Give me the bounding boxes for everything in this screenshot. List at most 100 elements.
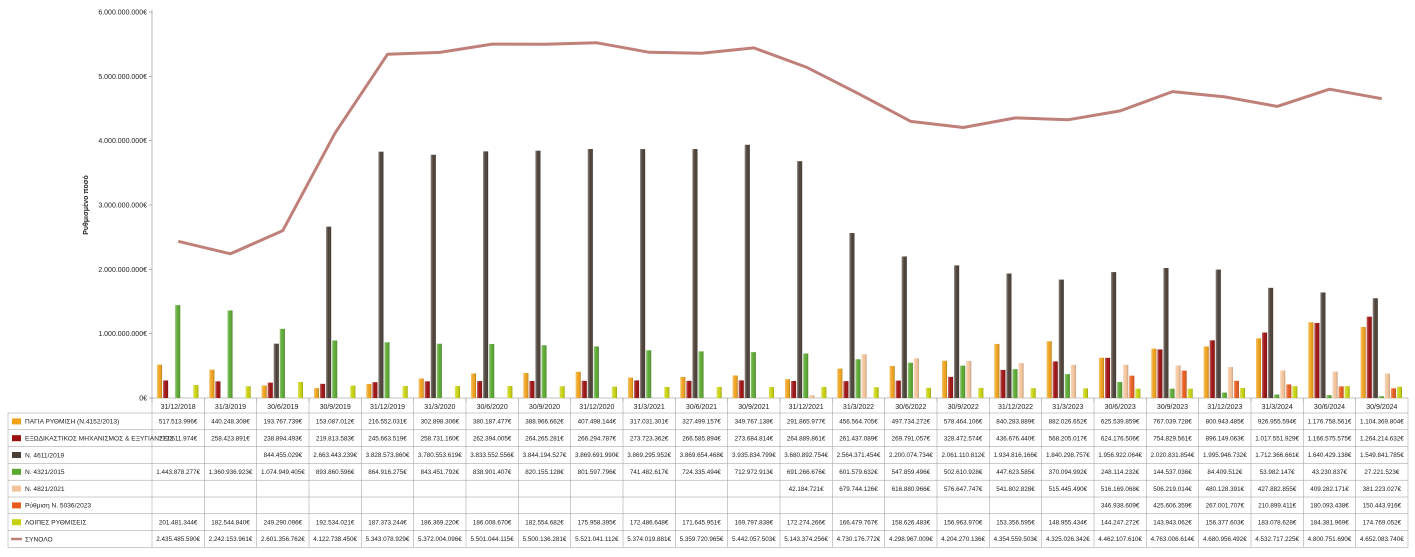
bar-shade bbox=[948, 376, 954, 398]
bar-shade bbox=[593, 346, 599, 398]
table-cell-value: 4.680.956.492€ bbox=[1203, 536, 1247, 543]
bar-shade bbox=[1157, 349, 1163, 398]
bar-shade bbox=[471, 373, 477, 398]
table-cell-value: 691.266.676€ bbox=[787, 469, 826, 476]
table-cell-value: 864.916.275€ bbox=[368, 469, 407, 476]
bar-shade bbox=[402, 385, 408, 398]
table-cell-value: 712.972.913€ bbox=[735, 469, 774, 476]
table-cell-value: 679.744.126€ bbox=[839, 486, 878, 493]
bar-shade bbox=[821, 386, 827, 398]
bar-shade bbox=[750, 352, 756, 398]
bar-shade bbox=[523, 372, 529, 398]
table-cell-value: 1.166.575.575€ bbox=[1308, 435, 1352, 442]
table-cell-value: 1.017.551.929€ bbox=[1255, 435, 1299, 442]
legend-swatch bbox=[12, 452, 21, 458]
bar-shade bbox=[581, 380, 587, 398]
bar-shade bbox=[634, 380, 640, 398]
bar-shade bbox=[1233, 380, 1239, 398]
bar-shade bbox=[1058, 279, 1064, 398]
table-cell-value: 616.880.966€ bbox=[892, 486, 931, 493]
table-cell-value: 1.956.922.064€ bbox=[1098, 452, 1142, 459]
table-cell-value: 896.149.063€ bbox=[1206, 435, 1245, 442]
table-cell-value: 4.730.176.772€ bbox=[837, 536, 881, 543]
x-tick-label: 30/9/2021 bbox=[738, 404, 769, 411]
bar-shade bbox=[1135, 388, 1141, 398]
bar-shade bbox=[193, 385, 199, 398]
bar-shade bbox=[1221, 392, 1227, 398]
legend-label: ΣΥΝΟΛΟ bbox=[25, 536, 53, 543]
table-cell-value: 43.230.837€ bbox=[1312, 469, 1348, 476]
table-cell-value: 844.455.029€ bbox=[264, 452, 303, 459]
table-cell-value: 328.472.574€ bbox=[944, 435, 983, 442]
table-cell-value: 4.122.738.450€ bbox=[313, 536, 357, 543]
table-cell-value: 183.078.628€ bbox=[1258, 519, 1297, 526]
table-cell-value: 3.844.194.527€ bbox=[523, 452, 567, 459]
table-cell-value: 172.486.648€ bbox=[630, 519, 669, 526]
bar-shade bbox=[1308, 322, 1314, 398]
table-cell-value: 2.061.110.812€ bbox=[942, 452, 986, 459]
table-cell-value: 1.176.758.561€ bbox=[1308, 419, 1352, 426]
table-cell-value: 800.943.485€ bbox=[1206, 419, 1245, 426]
bar-shade bbox=[744, 144, 750, 398]
table-cell-value: 84.409.512€ bbox=[1207, 469, 1243, 476]
table-cell-value: 269.791.057€ bbox=[892, 435, 931, 442]
bar-shade bbox=[843, 381, 849, 398]
table-cell-value: 4.462.107.610€ bbox=[1098, 536, 1142, 543]
bar-shade bbox=[1215, 269, 1221, 398]
table-cell-value: 4.325.026.342€ bbox=[1046, 536, 1090, 543]
table-cell-value: 187.373.244€ bbox=[368, 519, 407, 526]
bar-shade bbox=[507, 386, 513, 398]
table-cell-value: 407.498.144€ bbox=[578, 419, 617, 426]
legend-swatch bbox=[12, 435, 21, 442]
bar-shade bbox=[1360, 326, 1366, 398]
bar-shade bbox=[1151, 348, 1157, 398]
table-cell-value: 3.828.573.860€ bbox=[366, 452, 410, 459]
table-cell-value: 153.356.595€ bbox=[996, 519, 1035, 526]
table-cell-value: 258.423.891€ bbox=[211, 435, 250, 442]
bar-shade bbox=[1169, 388, 1175, 398]
x-tick-label: 31/3/2022 bbox=[843, 404, 874, 411]
bars-layer bbox=[157, 144, 1402, 398]
table-cell-value: 882.026.652€ bbox=[1049, 419, 1088, 426]
table-cell-value: 624.176.506€ bbox=[1101, 435, 1140, 442]
table-cell-value: 3.680.892.754€ bbox=[784, 452, 828, 459]
bar-shade bbox=[686, 380, 692, 398]
table-cell-value: 219.813.583€ bbox=[316, 435, 355, 442]
table-cell-value: 436.676.440€ bbox=[996, 435, 1035, 442]
table-cell-value: 838.901.407€ bbox=[473, 469, 512, 476]
bar-shade bbox=[698, 351, 704, 398]
table-cell-value: 1.712.366.661€ bbox=[1255, 452, 1299, 459]
table-cell-value: 182.554.682€ bbox=[525, 519, 564, 526]
table-cell-value: 4.532.717.225€ bbox=[1255, 536, 1299, 543]
y-tick-label: 2.000.000.000€ bbox=[98, 267, 147, 274]
table-cell-value: 184.381.969€ bbox=[1310, 519, 1349, 526]
bar-shade bbox=[587, 149, 593, 398]
table-cell-value: 2.242.153.961€ bbox=[209, 536, 253, 543]
y-tick-label: 5.000.000.000€ bbox=[98, 74, 147, 81]
y-tick-label: 6.000.000.000€ bbox=[98, 10, 147, 17]
table-cell-value: 175.958.395€ bbox=[578, 519, 617, 526]
table-cell-value: 5.501.044.115€ bbox=[471, 536, 515, 543]
x-tick-label: 31/3/2019 bbox=[215, 404, 246, 411]
bar-shade bbox=[1268, 287, 1274, 398]
bar-shade bbox=[809, 395, 815, 398]
table-cell-value: 249.290.096€ bbox=[264, 519, 303, 526]
bar-shade bbox=[273, 343, 279, 398]
bar-shade bbox=[1012, 369, 1018, 398]
x-tick-label: 31/3/2024 bbox=[1262, 404, 1293, 411]
bar-shade bbox=[1030, 388, 1036, 398]
table-cell-value: 2.663.443.239€ bbox=[313, 452, 357, 459]
bar-shade bbox=[314, 388, 320, 398]
table-cell-value: 801.597.796€ bbox=[578, 469, 617, 476]
bar-shade bbox=[1262, 332, 1268, 398]
bar-shade bbox=[925, 387, 931, 398]
bar-shade bbox=[640, 149, 646, 398]
bar-shade bbox=[529, 380, 535, 398]
table-cell-value: 201.481.344€ bbox=[159, 519, 198, 526]
bar-shade bbox=[1123, 364, 1129, 398]
legend-label: Ν. 4821/2021 bbox=[25, 486, 65, 493]
table-cell-value: 5.521.041.112€ bbox=[575, 536, 619, 543]
table-cell-value: 144.247.272€ bbox=[1101, 519, 1140, 526]
table-cell-value: 5.343.078.929€ bbox=[366, 536, 410, 543]
table-cell-value: 3.869.295.952€ bbox=[627, 452, 671, 459]
